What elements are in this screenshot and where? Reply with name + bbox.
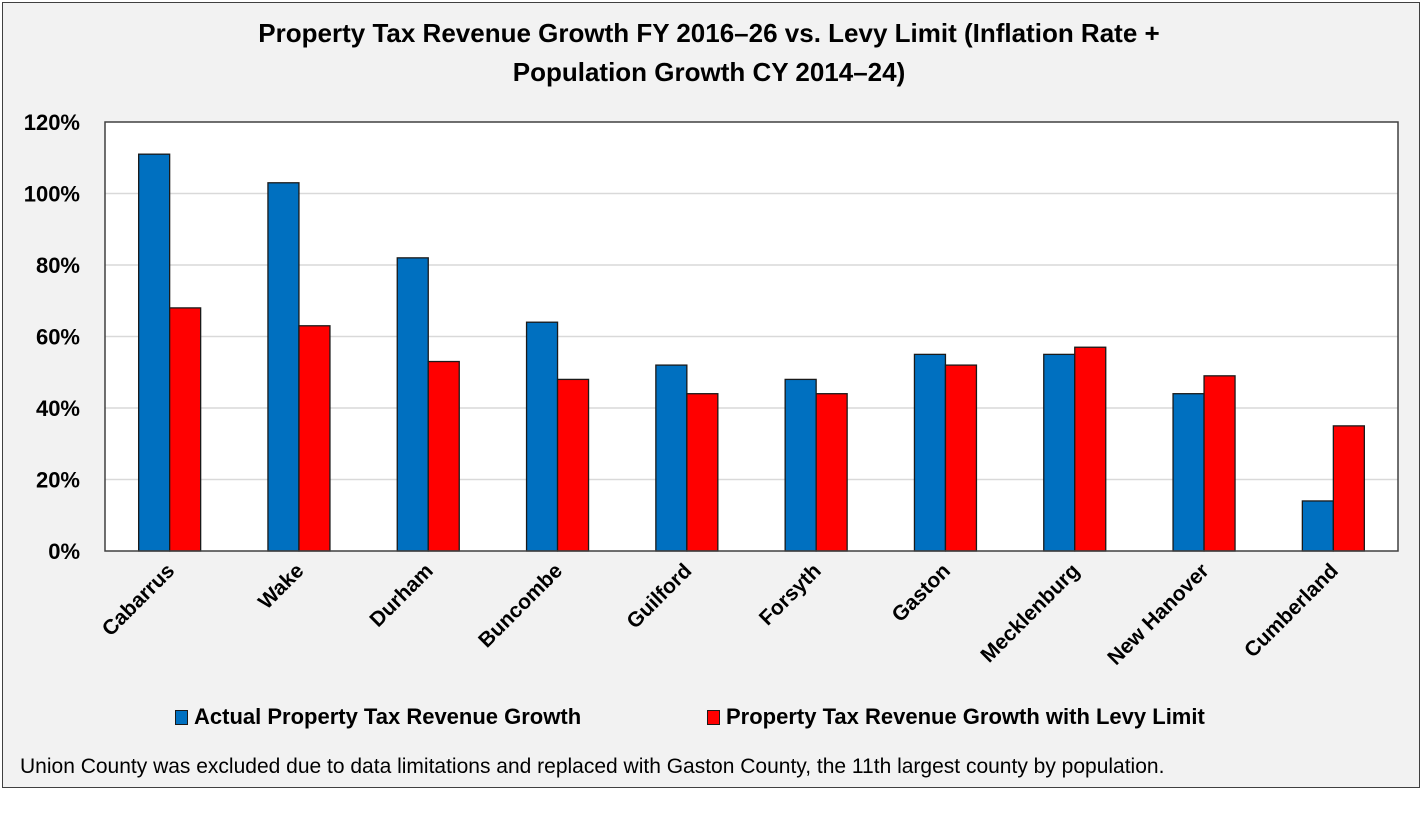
bar-actual-gaston [913,353,947,552]
x-category-label: Wake [254,559,309,614]
bar-actual-durham [396,257,429,552]
legend-label-actual: Actual Property Tax Revenue Growth [194,704,582,729]
footnote: Union County was excluded due to data li… [20,755,1165,778]
legend-item-levy-limit: Property Tax Revenue Growth with Levy Li… [707,704,1205,730]
x-category-label: Buncombe [474,559,567,652]
bar-levy-limit-buncombe [556,378,590,552]
bar-levy-limit-new-hanover [1203,375,1236,552]
bar-actual-buncombe [525,321,559,552]
x-category-label: Cabarrus [98,559,179,640]
y-tick-label: 80% [36,253,80,278]
bar-levy-limit-guilford [686,393,719,552]
y-tick-label: 100% [24,182,80,207]
x-axis-categories: Cabarrus Wake Durham Buncombe Guilford Forsyt… [98,559,1343,669]
y-tick-label: 60% [36,325,80,350]
bar-actual-forsyth [784,378,817,552]
bar-actual-cumberland [1301,500,1334,552]
bar-levy-limit-durham [427,360,460,552]
bar-actual-guilford [655,364,688,552]
bar-actual-mecklenburg [1043,353,1076,552]
chart-title-line-2: Population Growth CY 2014–24) [512,57,906,87]
bars [137,153,1365,552]
legend-swatch-levy-limit [707,709,720,725]
bar-levy-limit-cumberland [1332,425,1365,552]
y-tick-label: 120% [24,110,80,135]
y-tick-label: 0% [48,539,80,564]
bar-levy-limit-wake [298,325,331,552]
x-category-label: Mecklenburg [976,559,1084,667]
legend: Actual Property Tax Revenue Growth Prope… [0,704,1425,734]
bar-actual-new-hanover [1172,393,1205,552]
bar-levy-limit-forsyth [815,393,848,552]
plot-border [104,121,1399,552]
legend-swatch-actual [175,709,188,725]
bar-levy-limit-mecklenburg [1074,346,1107,552]
bar-levy-limit-gaston [944,364,978,552]
bar-levy-limit-cabarrus [168,307,202,552]
x-category-label: New Hanover [1103,559,1213,669]
x-category-label: Forsyth [755,559,826,630]
legend-item-actual: Actual Property Tax Revenue Growth [175,704,581,730]
y-tick-label: 20% [36,468,80,493]
chart-title-line-1: Property Tax Revenue Growth FY 2016–26 v… [258,18,1160,48]
y-axis-ticks: 0% 20% 40% 60% 80% 100% 120% [24,110,80,564]
bar-actual-wake [267,182,300,552]
y-tick-label: 40% [36,396,80,421]
chart-title: Property Tax Revenue Growth FY 2016–26 v… [0,14,1418,92]
legend-label-levy-limit: Property Tax Revenue Growth with Levy Li… [726,704,1205,729]
x-category-label: Durham [365,559,437,631]
x-category-label: Guilford [622,559,696,633]
x-category-label: Gaston [888,559,955,626]
bar-actual-cabarrus [137,153,171,552]
x-category-label: Cumberland [1240,559,1343,662]
